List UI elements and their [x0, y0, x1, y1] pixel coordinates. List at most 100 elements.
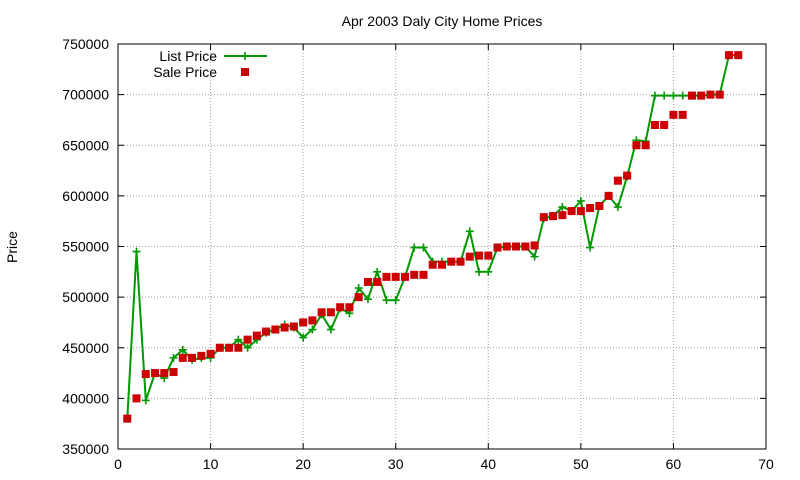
- list-price-point: [169, 353, 178, 362]
- sale-price-point: [595, 202, 604, 210]
- y-tick-label: 650000: [62, 137, 109, 153]
- y-axis-label: Price: [4, 231, 20, 263]
- sale-price-point: [419, 270, 428, 279]
- sale-price-point: [697, 91, 706, 100]
- x-tick-label: 30: [388, 456, 404, 472]
- sale-price-point: [382, 272, 391, 281]
- sale-price-point: [400, 272, 409, 281]
- y-tick-label: 350000: [62, 441, 109, 457]
- sale-price-point: [363, 277, 372, 286]
- sale-price-point: [549, 212, 558, 221]
- list-price-point: [530, 252, 539, 261]
- list-price-point: [410, 243, 419, 252]
- sale-price-point: [336, 303, 345, 312]
- sale-price-point: [280, 323, 289, 332]
- sale-price-point: [521, 242, 530, 251]
- x-tick-label: 0: [114, 456, 122, 472]
- sale-price-point: [428, 260, 437, 269]
- y-tick-label: 750000: [62, 36, 109, 52]
- sale-price-point: [613, 176, 622, 185]
- sale-price-point: [687, 91, 696, 100]
- sale-price-point: [262, 327, 271, 336]
- sale-price-point: [456, 257, 465, 266]
- sale-price-point: [160, 369, 169, 378]
- sale-price-point: [465, 252, 474, 261]
- list-price-point: [354, 284, 363, 293]
- sale-price-point: [493, 243, 502, 252]
- list-price-point: [363, 295, 372, 304]
- sale-price-point: [484, 251, 493, 260]
- sale-price-point: [354, 293, 363, 302]
- list-price-point: [234, 335, 243, 344]
- sale-price-point: [678, 110, 687, 119]
- sale-price-point: [132, 394, 141, 403]
- x-tick-label: 50: [573, 456, 589, 472]
- sale-price-point: [373, 277, 382, 286]
- sale-price-point: [215, 343, 224, 352]
- legend-marker-sale-price: [241, 68, 249, 76]
- chart-title: Apr 2003 Daly City Home Prices: [342, 13, 543, 29]
- legend-marker-list-price: [241, 52, 249, 60]
- sale-price-point: [317, 308, 326, 317]
- y-tick-label: 400000: [62, 390, 109, 406]
- sale-price-point: [502, 242, 511, 251]
- sale-price-point: [141, 370, 150, 379]
- y-tick-label: 600000: [62, 188, 109, 204]
- sale-price-point: [438, 260, 446, 269]
- sale-price-point: [410, 270, 419, 279]
- list-price-point: [576, 196, 585, 205]
- sale-price-point: [188, 353, 197, 362]
- y-tick-label: 550000: [62, 239, 109, 255]
- sale-price-point: [706, 90, 715, 99]
- sale-price-point: [641, 141, 650, 150]
- sale-price-point: [475, 251, 484, 260]
- axis-ticks: 0 10 20 30 40 50 60 70 350000 400000 450000 500000 5…: [62, 36, 774, 472]
- list-price-point: [382, 296, 391, 305]
- list-price-point: [678, 91, 687, 100]
- list-price-point: [613, 203, 622, 212]
- list-price-point: [178, 345, 187, 354]
- list-price-point: [132, 247, 141, 256]
- sale-price-point: [604, 191, 613, 200]
- list-price-point: [586, 243, 595, 252]
- x-tick-label: 40: [480, 456, 496, 472]
- list-price-point: [484, 267, 493, 276]
- list-price-point: [660, 91, 669, 100]
- sale-price-point: [558, 211, 567, 220]
- list-price-line: [126, 54, 739, 419]
- sale-price-point: [650, 121, 659, 129]
- list-price-point: [326, 325, 335, 334]
- sale-price-point: [586, 204, 595, 213]
- sale-price-point: [715, 90, 724, 99]
- sale-price-point: [123, 414, 132, 423]
- sale-price-point: [576, 207, 585, 216]
- x-tick-label: 20: [295, 456, 311, 472]
- series-layer: [123, 51, 743, 423]
- list-price-point: [669, 91, 678, 100]
- sale-price-point: [660, 121, 669, 129]
- sale-price-point: [391, 272, 400, 281]
- sale-price-point: [530, 241, 539, 250]
- sale-price-point: [234, 343, 243, 352]
- sale-price-point: [326, 308, 335, 317]
- list-price-point: [391, 296, 400, 305]
- list-price-point: [419, 243, 428, 252]
- list-price-point: [475, 267, 484, 276]
- sale-price-point: [567, 207, 576, 216]
- sale-price-point: [151, 369, 160, 378]
- sale-price-point: [308, 316, 317, 325]
- sale-price-point: [447, 257, 456, 266]
- list-price-point: [308, 325, 317, 334]
- sale-price-point: [734, 51, 743, 60]
- sale-price-point: [225, 343, 234, 352]
- list-price-point: [558, 203, 567, 212]
- sale-price-point: [632, 141, 641, 150]
- grid: [118, 44, 766, 449]
- legend-label-list-price: List Price: [159, 48, 217, 64]
- sale-price-point: [178, 353, 187, 362]
- sale-price-point: [289, 322, 298, 331]
- sale-price-point: [724, 51, 733, 60]
- x-tick-label: 60: [666, 456, 682, 472]
- y-tick-label: 500000: [62, 289, 109, 305]
